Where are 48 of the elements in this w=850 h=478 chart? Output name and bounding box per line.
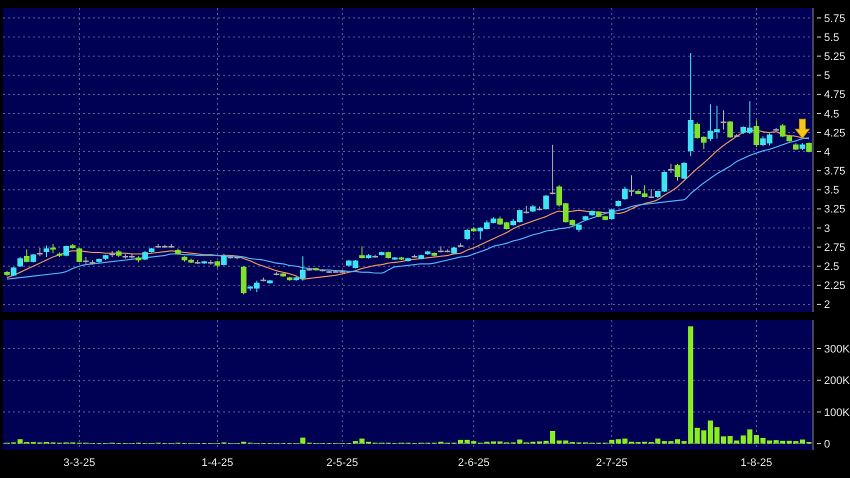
y-tick-label: 3 — [824, 222, 830, 235]
y-tick-label: 3.5 — [824, 184, 840, 197]
candlestick — [668, 163, 674, 174]
x-tick-label: 1-8-25 — [740, 457, 772, 469]
x-tick-label: 1-4-25 — [201, 457, 234, 469]
candlestick — [622, 186, 628, 200]
y-tick-label: 4 — [824, 146, 830, 158]
candlestick — [720, 110, 726, 130]
y-tick-label: 2.5 — [824, 261, 840, 274]
candlestick — [608, 208, 615, 220]
y-tick-label: 200K — [824, 375, 850, 388]
candlestick — [754, 120, 760, 148]
candlestick — [44, 245, 50, 258]
y-tick-label: 3.25 — [824, 204, 846, 216]
x-tick-label: 2-7-25 — [596, 457, 628, 469]
candlestick — [221, 253, 227, 266]
x-tick-label: 2-5-25 — [326, 457, 358, 469]
y-tick-label: 3.75 — [824, 166, 846, 178]
candlestick — [17, 256, 23, 268]
candlestick — [24, 248, 30, 263]
candlestick — [543, 194, 549, 210]
candlestick — [628, 174, 634, 196]
y-tick-label: 4.25 — [824, 127, 846, 140]
candlestick — [142, 250, 148, 261]
candlestick — [50, 244, 56, 254]
candlestick — [806, 142, 812, 153]
candlestick — [10, 266, 16, 277]
y-tick-label: 4.5 — [824, 108, 840, 120]
x-tick-label: 3-3-25 — [63, 457, 96, 469]
candlestick — [550, 144, 556, 195]
candlestick — [674, 163, 680, 182]
candlestick — [727, 120, 733, 138]
y-tick-label: 0 — [824, 438, 830, 451]
candlestick — [681, 162, 687, 180]
candlestick — [359, 246, 365, 260]
y-tick-label: 5.25 — [824, 50, 846, 63]
y-tick-label: 4.75 — [824, 89, 846, 102]
y-tick-label: 2.75 — [824, 242, 846, 254]
y-tick-label: 300K — [824, 343, 850, 356]
y-tick-label: 100K — [824, 406, 850, 419]
y-tick-label: 5.75 — [824, 12, 846, 25]
x-tick-label: 2-6-25 — [458, 457, 490, 469]
y-tick-label: 5.5 — [824, 32, 840, 44]
candlestick — [76, 247, 82, 263]
y-tick-label: 2.25 — [824, 280, 846, 292]
y-tick-label: 2 — [824, 299, 830, 312]
candlestick — [464, 228, 470, 241]
y-tick-label: 5 — [824, 70, 830, 82]
